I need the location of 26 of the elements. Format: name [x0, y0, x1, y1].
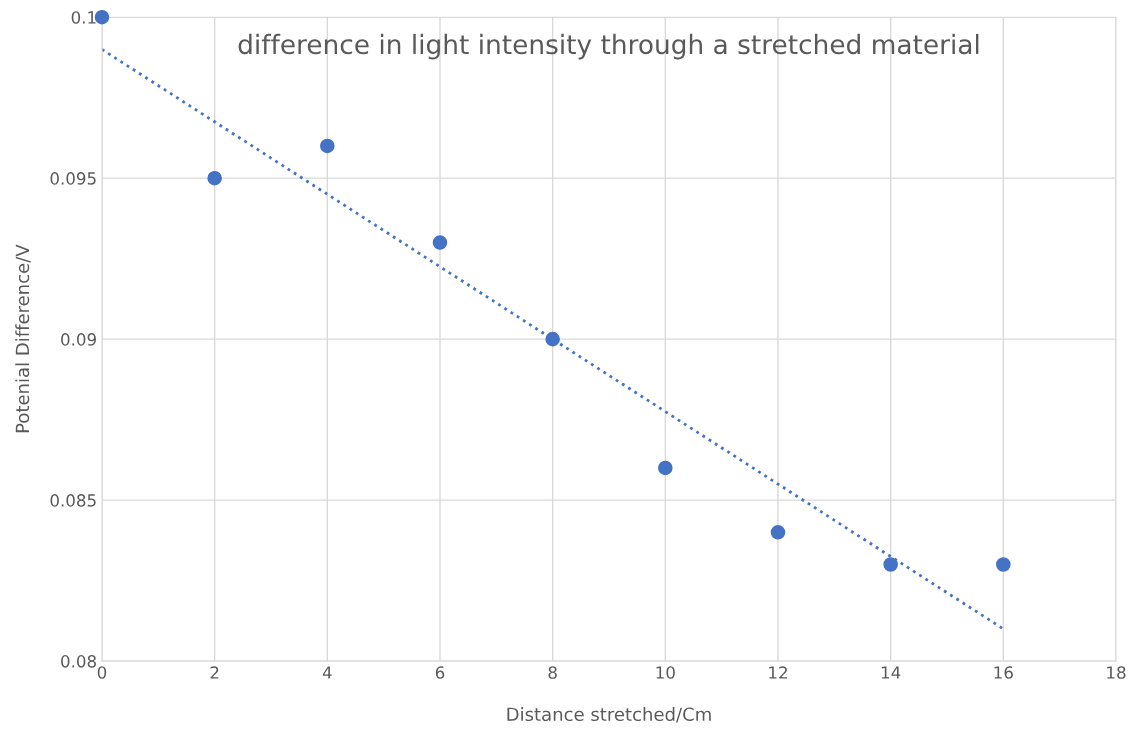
- x-tick-label: 2: [210, 666, 219, 679]
- y-tick-label: 0.085: [50, 494, 96, 507]
- x-tick-label: 12: [769, 666, 787, 679]
- x-tick-label: 16: [994, 666, 1013, 679]
- y-tick-label: 0.09: [61, 333, 96, 346]
- point: [432, 235, 448, 250]
- point: [545, 331, 560, 347]
- point: [996, 557, 1011, 572]
- y-axis-title: Potenial Difference/V: [15, 244, 31, 433]
- y-tick-label: 0.095: [50, 172, 96, 185]
- x-tick-label: 18: [1107, 666, 1126, 679]
- x-tick-label: 8: [548, 666, 557, 679]
- point: [658, 460, 673, 476]
- x-tick-label: 6: [435, 666, 445, 679]
- x-tick-label: 0: [97, 666, 107, 679]
- text: difference in light intensity through a stretched material: [238, 33, 979, 60]
- x-tick-label: 4: [322, 666, 332, 679]
- x-tick-label: 14: [881, 666, 901, 679]
- y-tick-label: 0.08: [61, 655, 96, 668]
- point: [770, 525, 786, 540]
- y-tick-label: 0.1: [71, 11, 96, 24]
- x-axis-title: Distance stretched/Cm: [507, 707, 711, 723]
- point: [883, 557, 898, 572]
- point: [320, 138, 335, 154]
- point: [207, 170, 222, 186]
- x-tick-label: 10: [656, 666, 675, 679]
